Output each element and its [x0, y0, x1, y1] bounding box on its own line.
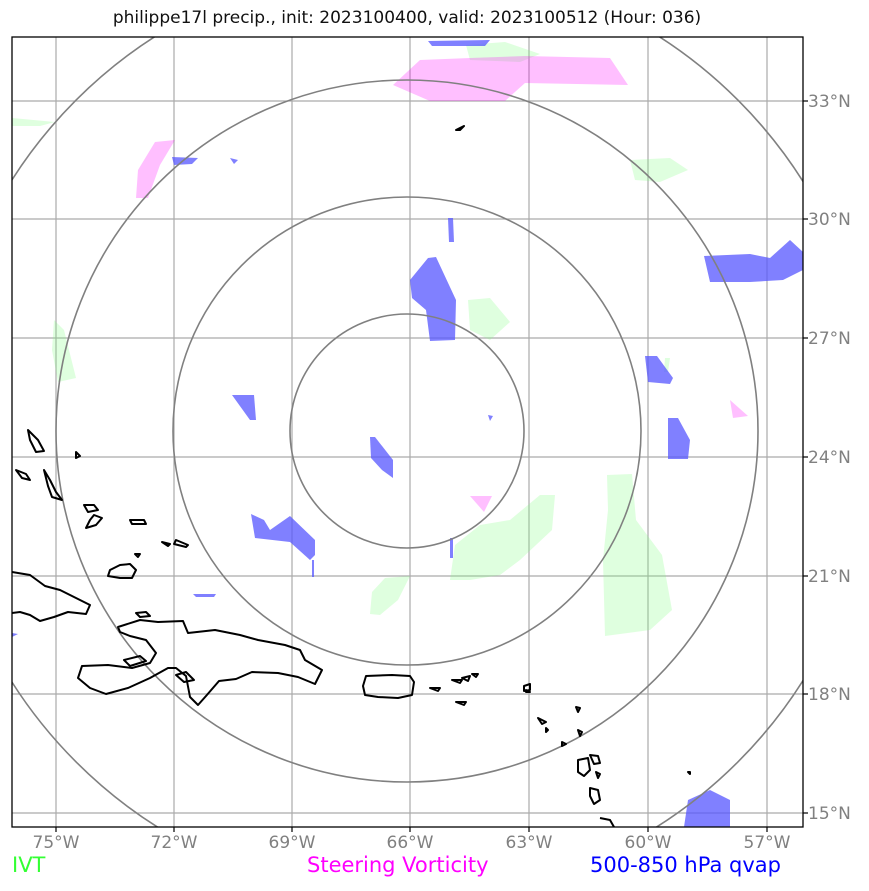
- lat-label: 30°N: [808, 210, 851, 230]
- legend-ivt: IVT: [12, 853, 46, 877]
- lat-label: 18°N: [808, 685, 851, 705]
- lon-label: 60°W: [625, 833, 672, 853]
- coastlines: [12, 125, 691, 827]
- ivt-contours: [12, 42, 688, 636]
- lat-label: 27°N: [808, 329, 851, 349]
- lon-label: 75°W: [33, 833, 80, 853]
- lat-label: 15°N: [808, 804, 851, 824]
- qvap-contours: [12, 40, 803, 827]
- lon-label: 63°W: [506, 833, 553, 853]
- lon-label: 69°W: [269, 833, 316, 853]
- steering-vorticity-contours: [136, 56, 748, 512]
- lon-label: 72°W: [151, 833, 198, 853]
- lon-label: 57°W: [744, 833, 791, 853]
- map-title: philippe17l precip., init: 2023100400, v…: [112, 8, 702, 28]
- lat-label: 24°N: [808, 448, 851, 468]
- lat-label: 21°N: [808, 567, 851, 587]
- lat-label: 33°N: [808, 92, 851, 112]
- legend-qvap: 500-850 hPa qvap: [590, 853, 781, 877]
- legend-steering-vorticity: Steering Vorticity: [307, 853, 489, 877]
- map-frame: [11, 36, 804, 828]
- lon-label: 66°W: [387, 833, 434, 853]
